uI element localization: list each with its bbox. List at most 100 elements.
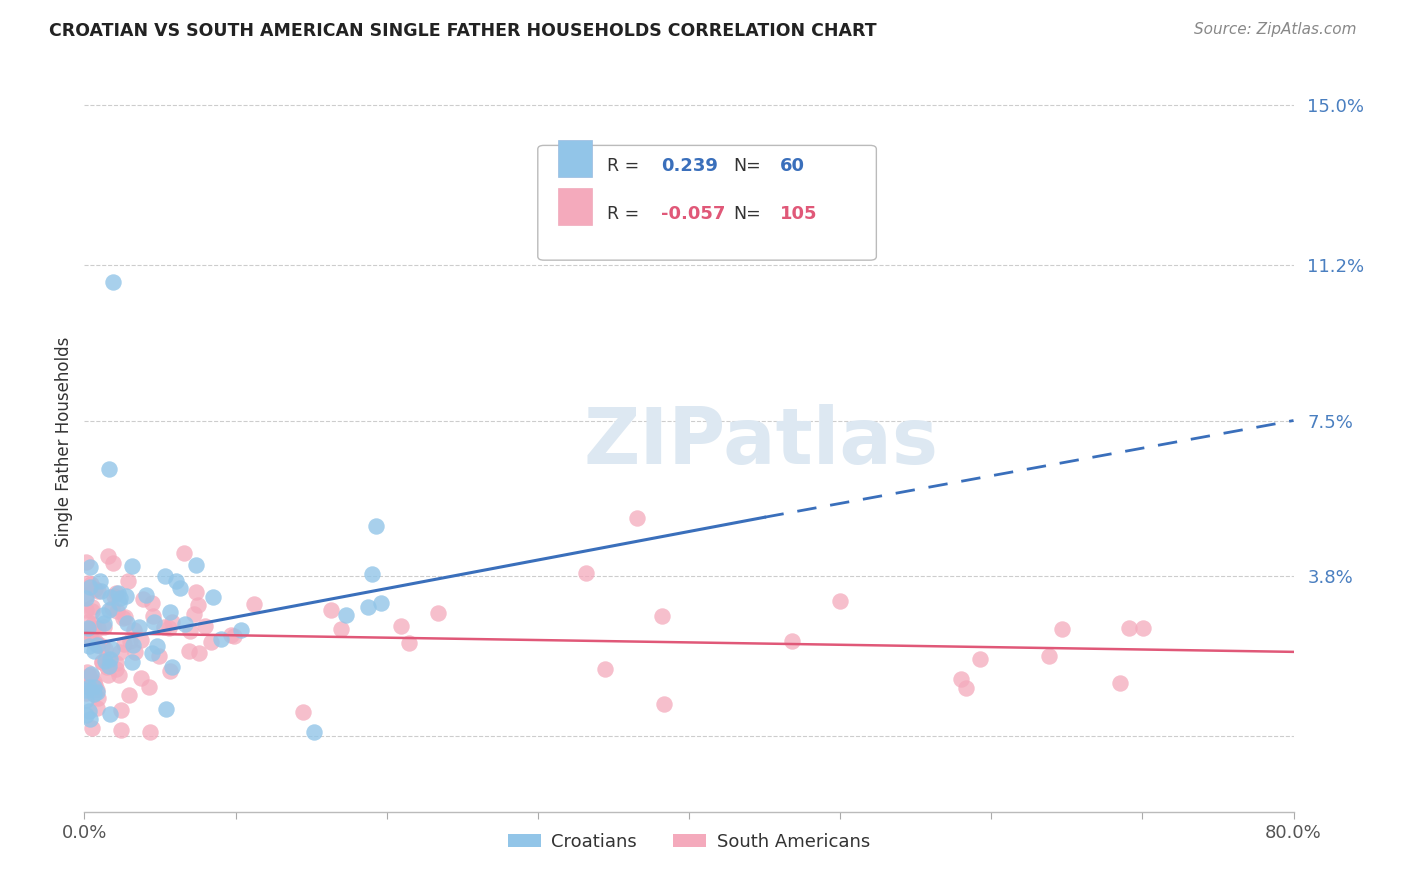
- Legend: Croatians, South Americans: Croatians, South Americans: [501, 826, 877, 858]
- Point: [209, 632, 232, 646]
- Point: [121, 558, 143, 573]
- Point: [364, 519, 387, 533]
- Point: [84, 635, 107, 649]
- Point: [83, 582, 105, 597]
- Text: 105: 105: [780, 204, 817, 223]
- Point: [427, 606, 450, 620]
- Point: [76, 576, 98, 591]
- Point: [77, 680, 100, 694]
- Point: [79, 580, 101, 594]
- Text: 0.239: 0.239: [661, 156, 718, 175]
- Point: [82, 721, 104, 735]
- Point: [98, 659, 121, 673]
- Point: [77, 678, 100, 692]
- Point: [75, 693, 97, 707]
- Point: [110, 703, 132, 717]
- FancyBboxPatch shape: [538, 145, 876, 260]
- Point: [86, 685, 108, 699]
- Point: [107, 585, 129, 599]
- Point: [118, 688, 141, 702]
- Point: [165, 574, 187, 589]
- Point: [141, 596, 163, 610]
- Point: [75, 556, 97, 570]
- Point: [114, 610, 136, 624]
- Point: [75, 623, 97, 637]
- Point: [97, 651, 120, 665]
- Point: [75, 587, 97, 601]
- Point: [194, 619, 217, 633]
- Point: [146, 639, 169, 653]
- Point: [86, 691, 108, 706]
- Text: N=: N=: [734, 204, 762, 223]
- Point: [169, 581, 191, 595]
- Point: [83, 643, 105, 657]
- Point: [302, 724, 325, 739]
- Point: [188, 646, 211, 660]
- Point: [142, 608, 165, 623]
- Point: [79, 639, 101, 653]
- Point: [87, 584, 110, 599]
- Point: [174, 617, 197, 632]
- Point: [139, 724, 162, 739]
- Point: [184, 584, 207, 599]
- Point: [93, 653, 115, 667]
- Point: [75, 628, 97, 642]
- Point: [330, 622, 353, 636]
- Point: [361, 566, 384, 581]
- Point: [76, 665, 98, 679]
- Point: [90, 584, 112, 599]
- Point: [1132, 622, 1154, 636]
- Point: [131, 671, 153, 685]
- Point: [112, 637, 135, 651]
- Point: [105, 604, 128, 618]
- Point: [86, 622, 108, 636]
- Point: [593, 662, 616, 676]
- Text: R =: R =: [607, 156, 638, 175]
- Point: [650, 609, 672, 624]
- Point: [101, 642, 124, 657]
- Point: [335, 607, 357, 622]
- Point: [79, 560, 101, 574]
- Point: [179, 624, 201, 638]
- Point: [187, 598, 209, 612]
- Bar: [558, 140, 592, 178]
- Point: [1050, 622, 1073, 636]
- Point: [80, 666, 103, 681]
- Point: [110, 723, 132, 738]
- Point: [143, 615, 166, 629]
- Point: [86, 683, 108, 698]
- Point: [105, 586, 128, 600]
- Point: [949, 672, 972, 686]
- Point: [117, 574, 139, 588]
- Point: [104, 662, 127, 676]
- Point: [112, 611, 135, 625]
- Point: [955, 681, 977, 695]
- Point: [356, 599, 378, 614]
- Text: ZIPatlas: ZIPatlas: [583, 403, 939, 480]
- Point: [75, 707, 97, 722]
- Text: -0.057: -0.057: [661, 204, 725, 223]
- Point: [101, 556, 124, 570]
- Point: [75, 602, 97, 616]
- Point: [118, 634, 141, 648]
- Point: [80, 603, 103, 617]
- Point: [398, 635, 420, 649]
- Point: [626, 511, 648, 525]
- Point: [98, 652, 121, 666]
- Point: [224, 629, 246, 643]
- Point: [1038, 649, 1060, 664]
- Point: [108, 591, 131, 605]
- Point: [82, 617, 104, 632]
- Point: [108, 645, 131, 659]
- Point: [80, 668, 103, 682]
- Point: [101, 600, 124, 615]
- Point: [155, 569, 177, 583]
- Point: [96, 660, 118, 674]
- Point: [76, 615, 98, 630]
- Point: [108, 596, 131, 610]
- Point: [80, 576, 103, 591]
- Point: [229, 623, 252, 637]
- Point: [75, 591, 97, 605]
- Point: [138, 680, 160, 694]
- Point: [79, 712, 101, 726]
